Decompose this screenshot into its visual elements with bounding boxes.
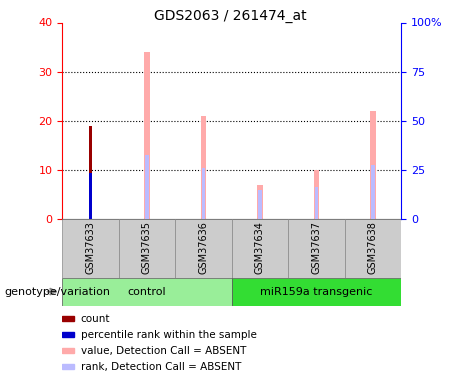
Bar bbox=[62, 332, 74, 337]
Bar bbox=[62, 278, 231, 306]
Text: GSM37636: GSM37636 bbox=[198, 221, 208, 274]
Bar bbox=[89, 126, 92, 219]
Bar bbox=[62, 348, 74, 353]
Bar bbox=[231, 219, 288, 278]
Text: GSM37637: GSM37637 bbox=[311, 221, 321, 274]
Bar bbox=[144, 52, 150, 219]
Bar bbox=[344, 219, 401, 278]
Text: rank, Detection Call = ABSENT: rank, Detection Call = ABSENT bbox=[81, 362, 241, 372]
Bar bbox=[258, 190, 261, 219]
Bar bbox=[257, 185, 263, 219]
Bar bbox=[89, 172, 92, 219]
Text: GSM37635: GSM37635 bbox=[142, 221, 152, 274]
Text: GSM37638: GSM37638 bbox=[368, 221, 378, 274]
Bar bbox=[370, 111, 376, 219]
Bar bbox=[288, 219, 344, 278]
Text: genotype/variation: genotype/variation bbox=[5, 286, 111, 297]
Text: count: count bbox=[81, 314, 110, 324]
Bar bbox=[371, 165, 374, 219]
Text: GSM37633: GSM37633 bbox=[85, 221, 95, 274]
Bar bbox=[62, 316, 74, 321]
Bar bbox=[145, 155, 148, 219]
Bar bbox=[313, 170, 319, 219]
Bar bbox=[62, 364, 74, 369]
Text: GDS2063 / 261474_at: GDS2063 / 261474_at bbox=[154, 9, 307, 23]
Text: value, Detection Call = ABSENT: value, Detection Call = ABSENT bbox=[81, 346, 246, 356]
Bar bbox=[315, 188, 318, 219]
Text: miR159a transgenic: miR159a transgenic bbox=[260, 286, 372, 297]
Text: GSM37634: GSM37634 bbox=[255, 221, 265, 274]
Text: percentile rank within the sample: percentile rank within the sample bbox=[81, 330, 257, 340]
Bar bbox=[175, 219, 231, 278]
Bar bbox=[231, 278, 401, 306]
Bar bbox=[201, 116, 206, 219]
Text: control: control bbox=[128, 286, 166, 297]
Bar bbox=[62, 219, 118, 278]
Bar bbox=[202, 168, 205, 219]
Bar bbox=[118, 219, 175, 278]
